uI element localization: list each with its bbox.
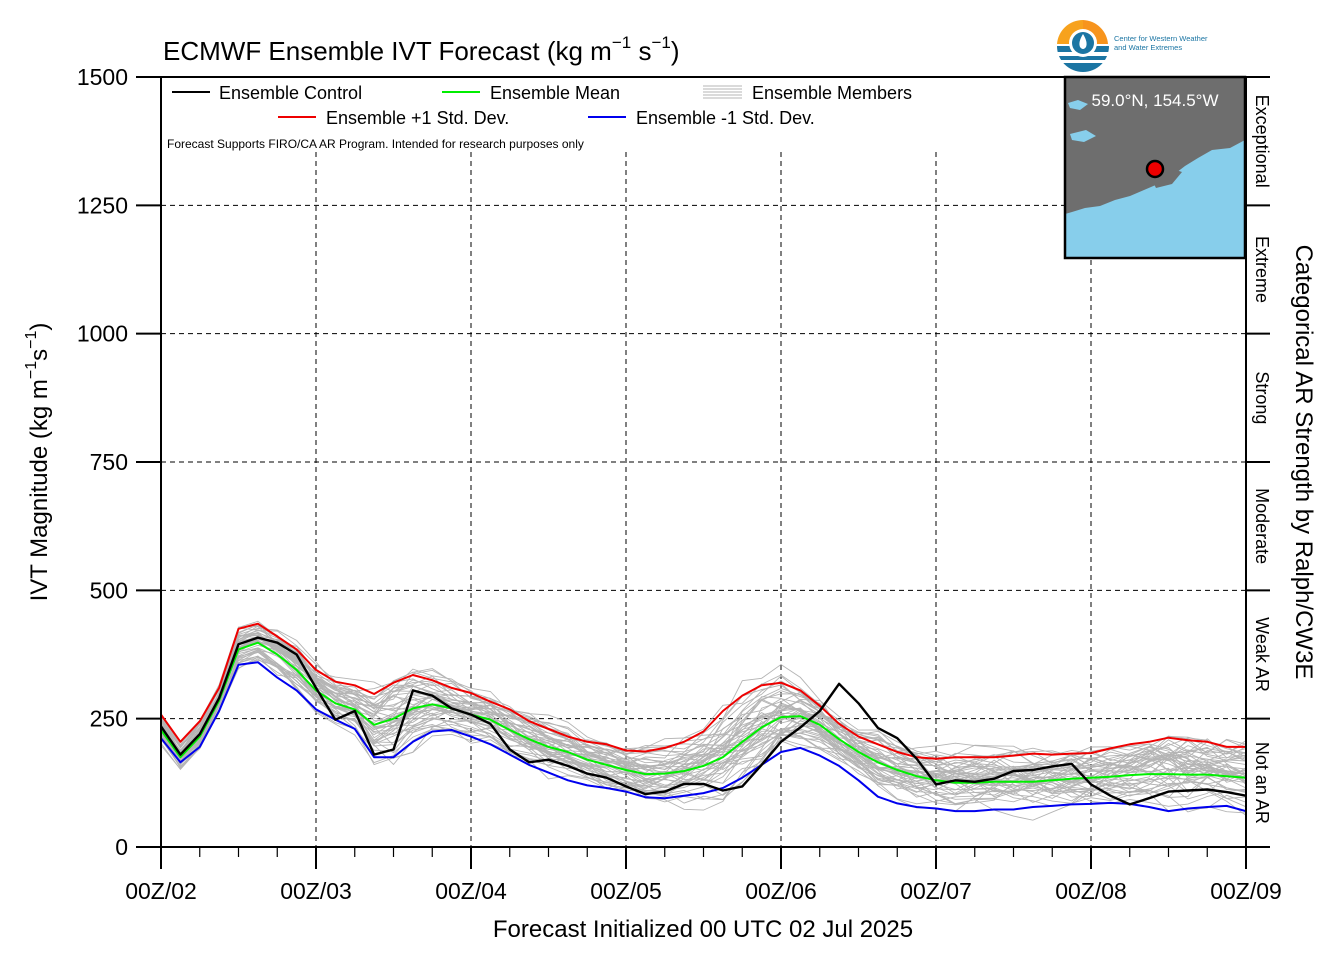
- map-lake-2: [1070, 130, 1096, 142]
- legend-label-plus-std: Ensemble +1 Std. Dev.: [326, 108, 509, 128]
- map-land: [1065, 77, 1245, 214]
- member-line: [161, 649, 1246, 800]
- member-line: [161, 656, 1246, 797]
- ar-category-scale: Not an AR Weak AR Moderate Strong Extreme Exc…: [1245, 76, 1272, 848]
- legend-label-control: Ensemble Control: [219, 83, 362, 103]
- map-lake: [1068, 100, 1088, 110]
- member-line: [161, 631, 1246, 784]
- y-axis-ticks: 0 250 500 750 1000 1250 1500: [77, 64, 161, 860]
- y-tick-label: 0: [115, 834, 128, 860]
- logo-text-line2: and Water Extremes: [1114, 43, 1182, 52]
- legend-label-minus-std: Ensemble -1 Std. Dev.: [636, 108, 815, 128]
- series-line-control: [161, 636, 1246, 806]
- category-label: Exceptional: [1252, 95, 1272, 188]
- y-tick-label: 250: [90, 706, 128, 732]
- member-line: [161, 627, 1246, 792]
- x-tick-label: 00Z/05: [590, 878, 662, 904]
- member-line: [161, 655, 1246, 806]
- y-tick-label: 500: [90, 577, 128, 603]
- x-tick-label: 00Z/07: [900, 878, 972, 904]
- cw3e-logo-icon: [1057, 19, 1109, 72]
- ensemble-members: [161, 620, 1246, 821]
- legend: Ensemble Control Ensemble Mean Ensemble …: [167, 83, 912, 151]
- legend-swatch-members: [703, 85, 742, 99]
- member-line: [161, 634, 1246, 791]
- cw3e-logo: Center for Western Weather and Water Ext…: [1057, 19, 1208, 72]
- category-label: Strong: [1252, 371, 1272, 424]
- y-tick-label: 1500: [77, 64, 128, 90]
- category-label: Moderate: [1252, 488, 1272, 564]
- category-label: Weak AR: [1252, 617, 1272, 692]
- x-tick-label: 00Z/03: [280, 878, 352, 904]
- member-line: [161, 651, 1246, 812]
- x-axis-label: Forecast Initialized 00 UTC 02 Jul 2025: [493, 916, 913, 943]
- location-marker-icon: [1145, 159, 1165, 179]
- series-line-plus-std: [161, 622, 1246, 760]
- legend-label-members: Ensemble Members: [752, 83, 912, 103]
- member-line: [161, 657, 1246, 797]
- map-location-label: 59.0°N, 154.5°W: [1092, 91, 1219, 110]
- disclaimer-note: Forecast Supports FIRO/CA AR Program. In…: [167, 137, 584, 151]
- chart-title: ECMWF Ensemble IVT Forecast (kg m−1 s−1): [163, 33, 680, 66]
- member-line: [161, 627, 1246, 783]
- category-label: Not an AR: [1252, 742, 1272, 824]
- location-map-inset: 59.0°N, 154.5°W: [1063, 75, 1247, 260]
- series-line-mean: [161, 641, 1246, 784]
- y-tick-label: 1000: [77, 321, 128, 347]
- x-tick-label: 00Z/04: [435, 878, 507, 904]
- category-label: Extreme: [1252, 236, 1272, 303]
- x-tick-label: 00Z/09: [1210, 878, 1282, 904]
- x-axis-ticks: 00Z/02 00Z/03 00Z/04 00Z/05 00Z/06 00Z/07 00Z/…: [125, 847, 1282, 904]
- right-axis-label: Categorical AR Strength by Ralph/CW3E: [1290, 245, 1317, 680]
- map-frame: [1063, 75, 1247, 260]
- y-tick-label: 1250: [77, 192, 128, 218]
- member-line: [161, 624, 1246, 774]
- y-tick-label: 750: [90, 449, 128, 475]
- logo-text-line1: Center for Western Weather: [1114, 34, 1208, 43]
- x-tick-label: 00Z/02: [125, 878, 197, 904]
- x-tick-label: 00Z/08: [1055, 878, 1127, 904]
- series-line-minus-std: [161, 661, 1246, 813]
- member-line: [161, 635, 1246, 783]
- y-axis-label: IVT Magnitude (kg m−1s−1): [23, 323, 53, 602]
- x-tick-label: 00Z/06: [745, 878, 817, 904]
- legend-label-mean: Ensemble Mean: [490, 83, 620, 103]
- member-line: [161, 637, 1246, 797]
- series-lines: [161, 622, 1246, 813]
